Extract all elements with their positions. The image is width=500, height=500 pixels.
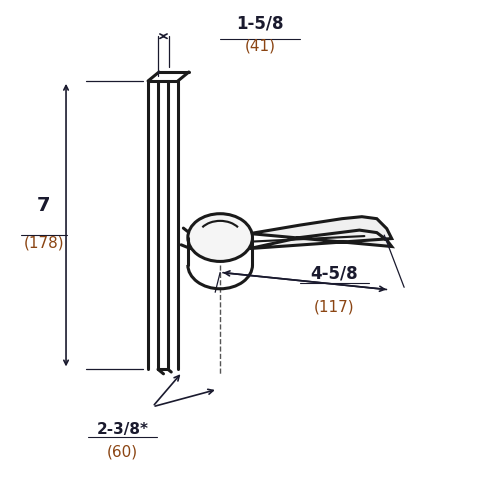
- Text: 7: 7: [37, 196, 51, 215]
- Ellipse shape: [188, 214, 252, 262]
- Text: 2-3/8*: 2-3/8*: [96, 422, 148, 436]
- Text: (41): (41): [244, 38, 276, 54]
- Text: (117): (117): [314, 282, 355, 314]
- Text: 4-5/8: 4-5/8: [310, 264, 358, 282]
- Text: (60): (60): [107, 444, 138, 459]
- Text: (178): (178): [24, 235, 64, 250]
- Text: 1-5/8: 1-5/8: [236, 14, 284, 32]
- Polygon shape: [250, 216, 392, 248]
